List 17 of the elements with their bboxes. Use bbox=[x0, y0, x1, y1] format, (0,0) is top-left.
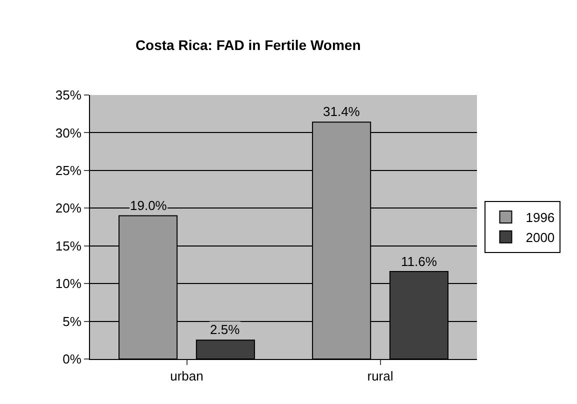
y-tick-label: 0% bbox=[62, 352, 82, 367]
x-tick-label: rural bbox=[367, 368, 394, 384]
y-tick-label: 10% bbox=[55, 276, 82, 292]
y-tick-label: 5% bbox=[62, 314, 82, 329]
chart-title: Costa Rica: FAD in Fertile Women bbox=[135, 37, 361, 54]
y-tick-label: 20% bbox=[55, 200, 82, 216]
y-tick-label: 35% bbox=[55, 88, 82, 103]
data-label: 2.5% bbox=[210, 322, 240, 337]
x-tick-label: urban bbox=[170, 368, 204, 384]
data-label: 31.4% bbox=[323, 104, 360, 119]
data-label: 19.0% bbox=[130, 198, 168, 213]
y-tick-label: 15% bbox=[55, 238, 82, 254]
legend-label: 2000 bbox=[526, 230, 555, 245]
legend-label: 1996 bbox=[526, 210, 555, 226]
y-tick-label: 25% bbox=[55, 162, 82, 178]
data-label: 11.6% bbox=[401, 254, 438, 269]
y-tick-label: 30% bbox=[55, 125, 82, 140]
